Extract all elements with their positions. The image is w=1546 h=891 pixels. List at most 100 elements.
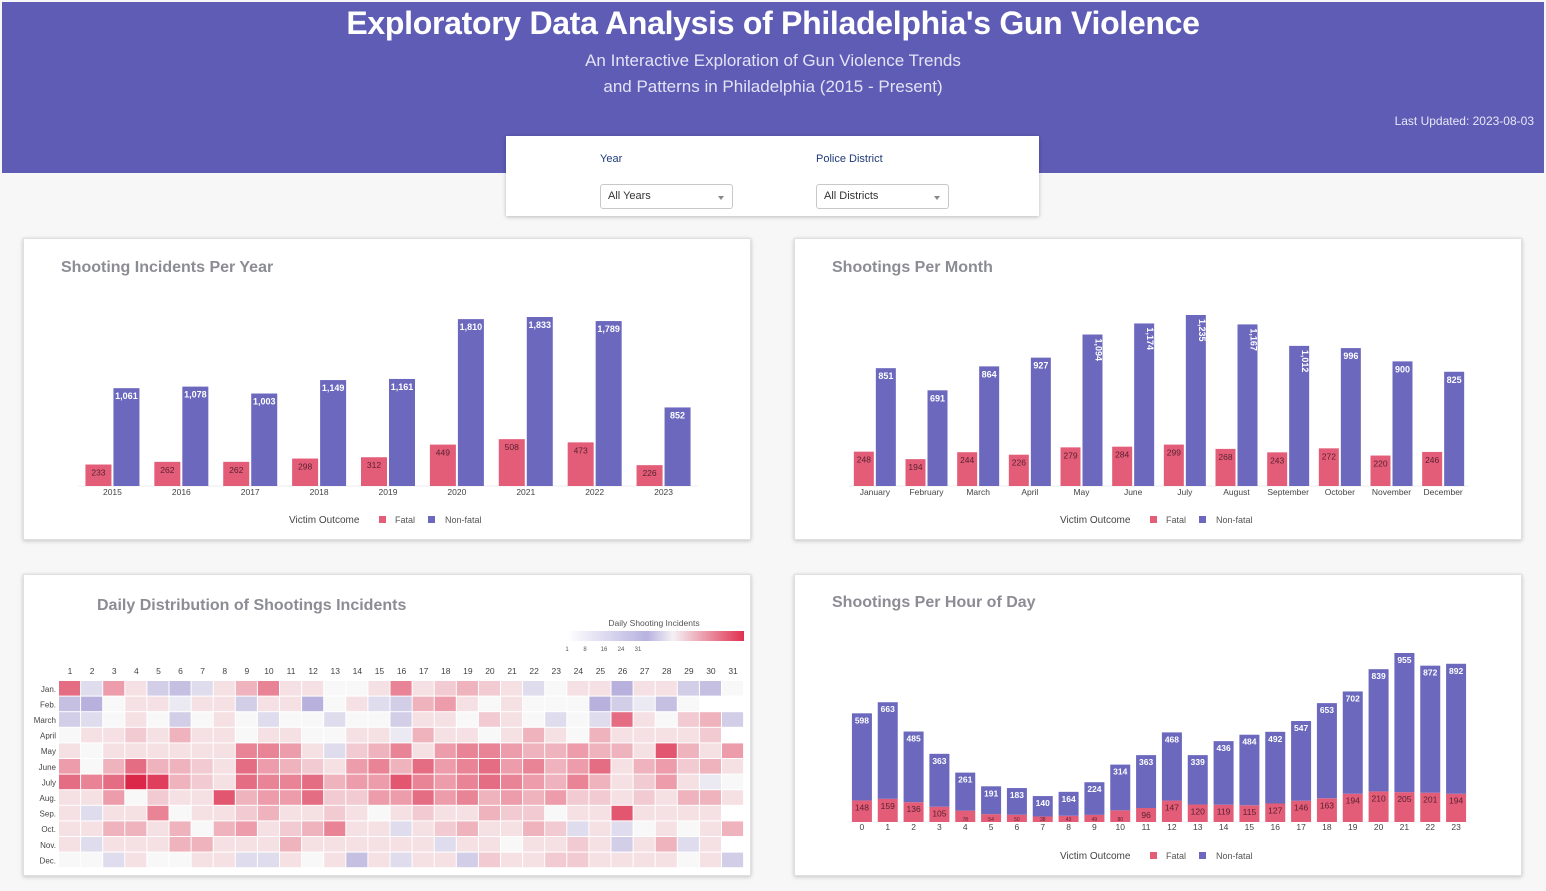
heatmap-cell <box>523 805 545 821</box>
chart-per-month[interactable]: 248 851 January 194 691 February 244 864 March 22… <box>795 239 1523 541</box>
data-label-fatal: 147 <box>1165 803 1179 813</box>
heatmap-cell <box>589 712 611 727</box>
bar-fatal <box>929 806 950 822</box>
data-label-nonfatal: 702 <box>1346 693 1360 703</box>
heatmap-cell <box>302 743 324 758</box>
heatmap-cell <box>523 681 545 696</box>
heatmap-cell <box>699 681 721 696</box>
heatmap-cell <box>501 805 523 821</box>
chart-title-daily: Daily Distribution of Shootings Incident… <box>97 597 407 614</box>
heatmap-cell <box>368 712 390 727</box>
colorbar-title: Daily Shooting Incidents <box>608 618 699 628</box>
bar-fatal <box>1060 447 1081 486</box>
heatmap-cell <box>191 727 213 743</box>
heatmap-cell <box>103 837 125 852</box>
data-label-nonfatal: 653 <box>1320 705 1334 715</box>
heatmap-cell <box>346 712 368 727</box>
bar-fatal <box>429 444 456 486</box>
bar-nonfatal <box>1446 663 1467 794</box>
heatmap-cell <box>257 821 279 836</box>
heatmap-cell <box>147 837 169 852</box>
heatmap-cell <box>147 805 169 821</box>
heatmap-cell <box>655 790 677 805</box>
heatmap-cell <box>302 681 324 696</box>
heatmap-x-tick: 17 <box>419 666 429 676</box>
heatmap-cell <box>235 852 257 868</box>
legend-title: Victim Outcome <box>1060 851 1131 862</box>
bar-fatal <box>1008 454 1029 486</box>
heatmap-cell <box>722 759 744 774</box>
bar-nonfatal <box>1006 788 1027 815</box>
heatmap-cell <box>478 852 500 868</box>
heatmap-cell <box>434 837 456 852</box>
heatmap-cell <box>324 852 346 868</box>
heatmap-cell <box>589 727 611 743</box>
bar-fatal <box>1084 814 1105 822</box>
filter-panel: Year All Years Police District All Distr… <box>506 136 1039 216</box>
heatmap-cell <box>699 774 721 790</box>
heatmap-cell <box>213 681 235 696</box>
heatmap-cell <box>478 821 500 836</box>
heatmap-cell <box>324 821 346 836</box>
heatmap-y-tick: July <box>42 778 56 787</box>
heatmap-cell <box>103 821 125 836</box>
heatmap-cell <box>346 696 368 712</box>
heatmap-y-tick: Dec. <box>40 856 56 865</box>
bar-nonfatal <box>1136 755 1157 809</box>
heatmap-x-tick: 11 <box>287 666 296 676</box>
bar-fatal <box>292 458 319 486</box>
chart-per-year[interactable]: 233 1,061 2015 262 1,078 2016 262 1,003 2017 298 1… <box>24 239 752 541</box>
heatmap-cell <box>368 774 390 790</box>
heatmap-cell <box>478 712 500 727</box>
heatmap-cell <box>412 852 434 868</box>
year-select[interactable]: All Years <box>600 184 733 209</box>
heatmap-cell <box>501 790 523 805</box>
heatmap-cell <box>302 727 324 743</box>
data-label-fatal: 194 <box>908 462 922 472</box>
data-label-nonfatal: 663 <box>881 704 895 714</box>
chevron-down-icon <box>718 196 724 200</box>
heatmap-cell <box>567 805 589 821</box>
bar-fatal <box>1006 814 1027 822</box>
heatmap-cell <box>59 852 81 868</box>
heatmap-cell <box>103 727 125 743</box>
heatmap-cell <box>59 727 81 743</box>
district-select[interactable]: All Districts <box>816 184 949 209</box>
heatmap-cell <box>699 837 721 852</box>
data-label-fatal: 119 <box>1217 807 1231 817</box>
heatmap-cell <box>390 696 412 712</box>
heatmap-cell <box>169 805 191 821</box>
chart-per-hour[interactable]: 1485980159663113648521053633782614541915… <box>795 575 1523 877</box>
x-tick-label: August <box>1223 487 1250 497</box>
data-label-nonfatal: 1,167 <box>1249 328 1259 351</box>
data-label-nonfatal: 339 <box>1191 757 1205 767</box>
heatmap-cell <box>655 837 677 852</box>
x-tick-label: 2 <box>911 822 916 832</box>
heatmap-cell <box>169 852 191 868</box>
heatmap-cell <box>280 805 302 821</box>
heatmap-x-tick: 29 <box>684 666 694 676</box>
heatmap-cell <box>567 712 589 727</box>
heatmap-cell <box>302 852 324 868</box>
heatmap-cell <box>191 743 213 758</box>
heatmap-cell <box>456 837 478 852</box>
bar-nonfatal <box>1213 741 1234 805</box>
x-tick-label: 2023 <box>654 487 673 497</box>
heatmap-cell <box>81 696 103 712</box>
data-label-nonfatal: 996 <box>1343 351 1358 361</box>
chart-daily-heatmap[interactable]: 1 2 3 4 5 6 7 8 9 10 11 12 13 14 15 16 17 18 19 20 21 22 23 24 2… <box>24 575 752 875</box>
heatmap-cell <box>434 743 456 758</box>
bar-fatal <box>1291 800 1312 822</box>
heatmap-cell <box>213 759 235 774</box>
heatmap-cell <box>633 805 655 821</box>
page-title: Exploratory Data Analysis of Philadelphi… <box>346 5 1200 41</box>
heatmap-cell <box>677 696 699 712</box>
heatmap-cell <box>611 852 633 868</box>
heatmap-cell <box>191 837 213 852</box>
heatmap-cell <box>213 712 235 727</box>
data-label-nonfatal: 484 <box>1242 737 1256 747</box>
heatmap-cell <box>611 681 633 696</box>
heatmap-cell <box>235 681 257 696</box>
heatmap-x-tick: 2 <box>90 666 95 676</box>
bar-fatal <box>1161 800 1182 822</box>
